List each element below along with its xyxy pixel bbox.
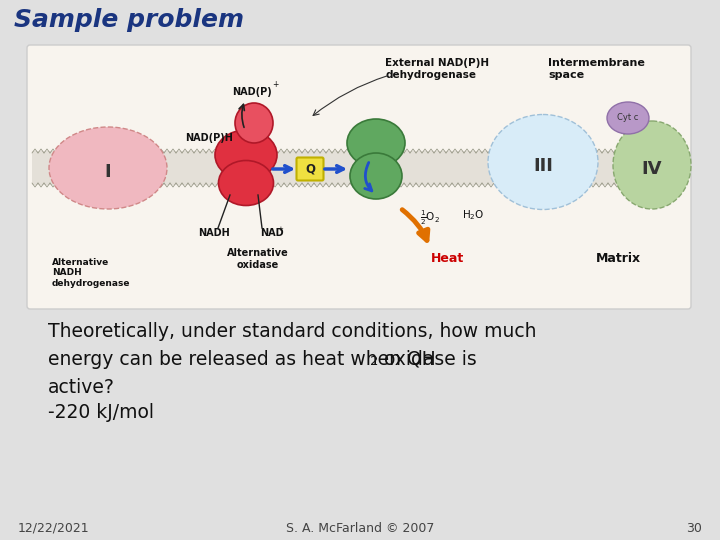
Text: Intermembrane
space: Intermembrane space xyxy=(548,58,645,79)
Ellipse shape xyxy=(607,102,649,134)
Text: S. A. McFarland © 2007: S. A. McFarland © 2007 xyxy=(286,522,434,535)
Ellipse shape xyxy=(49,127,167,209)
Text: oxidase is: oxidase is xyxy=(378,350,477,369)
Ellipse shape xyxy=(235,103,273,143)
Text: Alternative
oxidase: Alternative oxidase xyxy=(227,248,289,269)
Text: NAD(P)H: NAD(P)H xyxy=(185,133,233,143)
Text: Cyt c: Cyt c xyxy=(617,113,639,123)
Text: +: + xyxy=(277,226,283,232)
Text: Theoretically, under standard conditions, how much: Theoretically, under standard conditions… xyxy=(48,322,536,341)
Ellipse shape xyxy=(488,114,598,210)
Text: External NAD(P)H
dehydrogenase: External NAD(P)H dehydrogenase xyxy=(385,58,489,79)
Ellipse shape xyxy=(613,121,691,209)
Ellipse shape xyxy=(218,160,274,206)
Text: +: + xyxy=(272,80,279,89)
Text: H$_2$O: H$_2$O xyxy=(462,208,485,222)
Text: Q: Q xyxy=(305,163,315,176)
Text: 2: 2 xyxy=(370,355,379,368)
FancyBboxPatch shape xyxy=(27,45,691,309)
Ellipse shape xyxy=(215,130,277,180)
Text: Sample problem: Sample problem xyxy=(14,8,244,32)
Text: 12/22/2021: 12/22/2021 xyxy=(18,522,89,535)
Ellipse shape xyxy=(347,119,405,167)
Text: Heat: Heat xyxy=(431,252,464,265)
FancyBboxPatch shape xyxy=(297,158,323,180)
Text: III: III xyxy=(533,157,553,175)
Text: IV: IV xyxy=(642,160,662,178)
Text: NAD: NAD xyxy=(260,228,284,238)
Text: energy can be released as heat when QH: energy can be released as heat when QH xyxy=(48,350,436,369)
Text: NADH: NADH xyxy=(198,228,230,238)
Text: active?: active? xyxy=(48,378,115,397)
Text: Matrix: Matrix xyxy=(595,252,641,265)
Text: 30: 30 xyxy=(686,522,702,535)
Text: -220 kJ/mol: -220 kJ/mol xyxy=(48,403,154,422)
Ellipse shape xyxy=(350,153,402,199)
Text: I: I xyxy=(104,163,112,181)
Text: NAD(P): NAD(P) xyxy=(232,87,271,97)
Text: $\frac{1}{2}$O$_2$: $\frac{1}{2}$O$_2$ xyxy=(420,209,440,227)
Bar xyxy=(32,151,686,185)
Text: Alternative
NADH
dehydrogenase: Alternative NADH dehydrogenase xyxy=(52,258,130,288)
